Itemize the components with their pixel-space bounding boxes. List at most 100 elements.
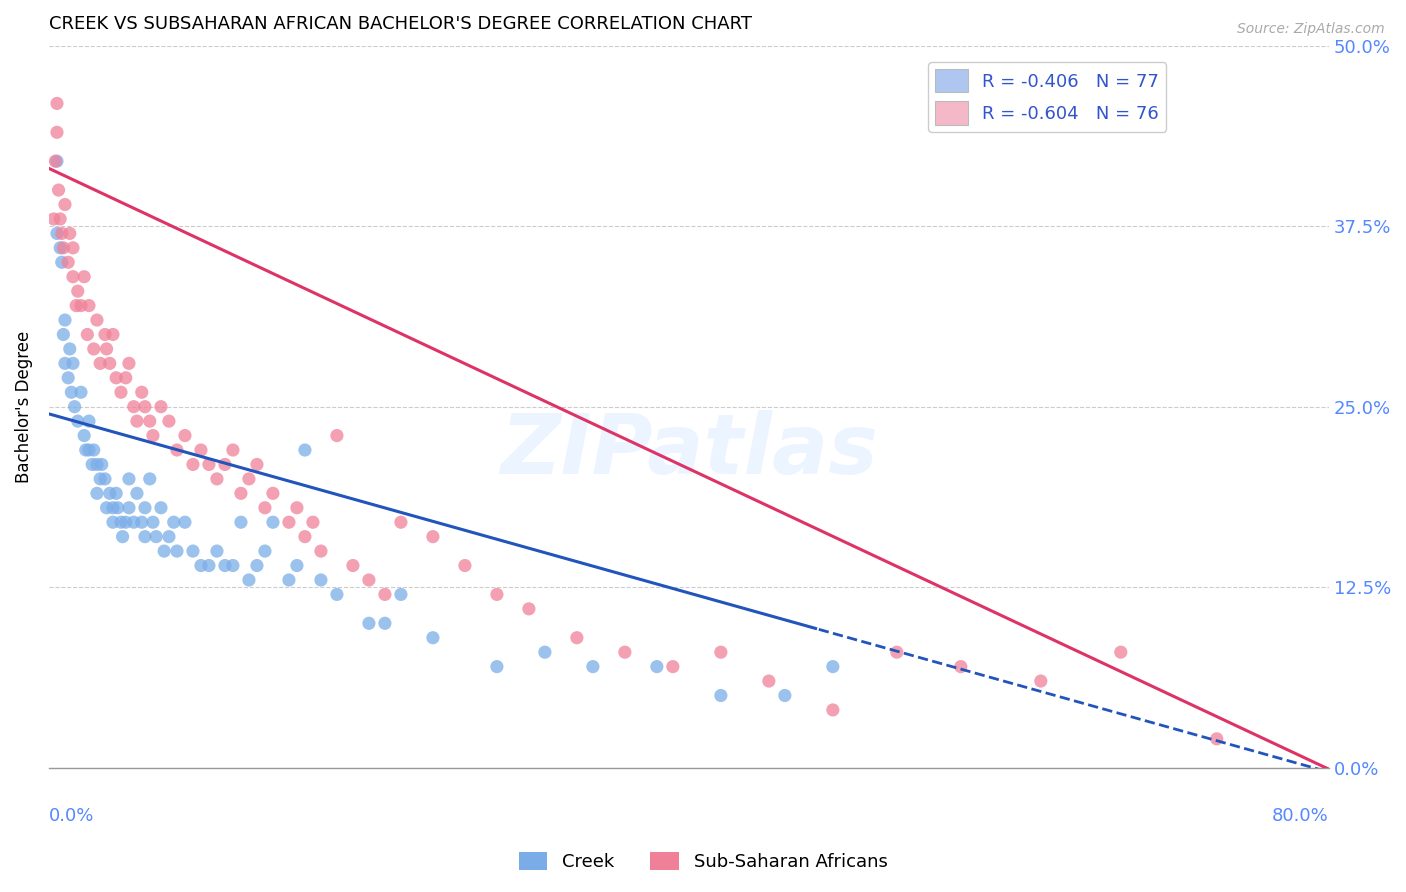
Point [101, 327, 124, 342]
Point [222, 558, 245, 573]
Point [309, 573, 332, 587]
Point [294, 442, 316, 457]
Point [342, 558, 364, 573]
Point [70, 299, 93, 313]
Point [214, 558, 236, 573]
Point [821, 703, 844, 717]
Point [166, 544, 188, 558]
Point [46, 96, 69, 111]
Point [246, 458, 269, 472]
Point [773, 689, 796, 703]
Point [238, 472, 260, 486]
Point [886, 645, 908, 659]
Point [59, 342, 82, 356]
Point [101, 500, 124, 515]
Point [517, 602, 540, 616]
Point [44, 154, 66, 169]
Point [122, 515, 145, 529]
Point [205, 472, 228, 486]
Point [949, 659, 972, 673]
Point [77, 299, 100, 313]
Point [710, 689, 733, 703]
Point [205, 544, 228, 558]
Point [114, 515, 136, 529]
Point [710, 645, 733, 659]
Point [86, 486, 108, 500]
Point [149, 400, 172, 414]
Point [53, 197, 76, 211]
Point [662, 659, 685, 673]
Point [89, 356, 111, 370]
Point [83, 442, 105, 457]
Point [198, 558, 221, 573]
Point [222, 442, 245, 457]
Point [422, 530, 444, 544]
Point [326, 587, 349, 601]
Point [294, 530, 316, 544]
Point [1029, 674, 1052, 689]
Point [145, 530, 167, 544]
Text: 0.0%: 0.0% [49, 807, 94, 825]
Point [454, 558, 477, 573]
Point [422, 631, 444, 645]
Point [181, 544, 204, 558]
Point [46, 154, 69, 169]
Point [86, 458, 108, 472]
Point [163, 515, 186, 529]
Point [134, 500, 156, 515]
Point [190, 558, 212, 573]
Point [56, 255, 79, 269]
Point [53, 356, 76, 370]
Point [253, 500, 276, 515]
Point [214, 458, 236, 472]
Point [485, 587, 508, 601]
Point [53, 313, 76, 327]
Point [149, 500, 172, 515]
Point [131, 385, 153, 400]
Point [238, 573, 260, 587]
Point [105, 486, 128, 500]
Text: ZIPatlas: ZIPatlas [501, 409, 877, 491]
Point [134, 400, 156, 414]
Point [62, 269, 84, 284]
Point [63, 400, 86, 414]
Point [125, 486, 148, 500]
Point [66, 284, 89, 298]
Point [73, 269, 96, 284]
Point [66, 414, 89, 428]
Point [42, 211, 65, 226]
Point [229, 515, 252, 529]
Point [181, 458, 204, 472]
Point [389, 515, 412, 529]
Point [309, 544, 332, 558]
Point [46, 227, 69, 241]
Point [374, 587, 396, 601]
Point [278, 573, 301, 587]
Point [118, 472, 141, 486]
Point [485, 659, 508, 673]
Point [110, 515, 132, 529]
Point [86, 313, 108, 327]
Point [389, 587, 412, 601]
Point [139, 414, 162, 428]
Point [285, 558, 308, 573]
Point [534, 645, 557, 659]
Point [198, 458, 221, 472]
Point [60, 385, 83, 400]
Legend: Creek, Sub-Saharan Africans: Creek, Sub-Saharan Africans [512, 845, 894, 879]
Point [139, 472, 162, 486]
Point [49, 241, 72, 255]
Point [56, 371, 79, 385]
Point [118, 500, 141, 515]
Point [262, 486, 284, 500]
Text: Source: ZipAtlas.com: Source: ZipAtlas.com [1237, 22, 1385, 37]
Point [134, 530, 156, 544]
Point [157, 530, 180, 544]
Point [326, 428, 349, 442]
Point [262, 515, 284, 529]
Point [105, 371, 128, 385]
Point [98, 356, 121, 370]
Point [98, 486, 121, 500]
Point [73, 428, 96, 442]
Point [645, 659, 668, 673]
